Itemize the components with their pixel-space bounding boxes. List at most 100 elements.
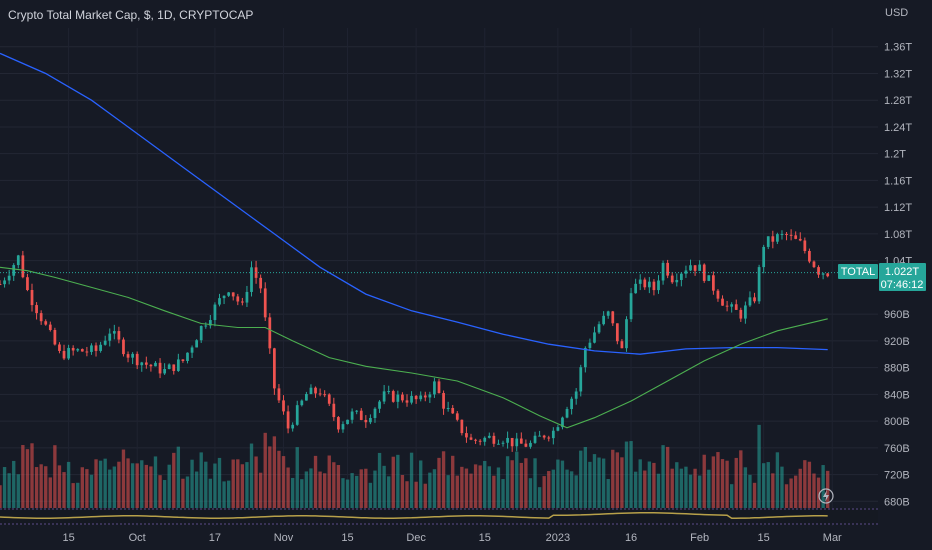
volume-bar xyxy=(162,480,167,508)
volume-bar xyxy=(323,473,327,508)
chart-title: Crypto Total Market Cap, $, 1D, CRYPTOCA… xyxy=(8,8,253,22)
volume-bar xyxy=(194,471,199,508)
candle-body xyxy=(451,408,455,414)
candle-series[interactable] xyxy=(0,229,830,452)
volume-bar xyxy=(98,460,103,508)
volume-bar xyxy=(158,475,162,508)
volume-bar xyxy=(716,452,720,508)
time-tick-label: 15 xyxy=(341,532,353,544)
candle-body xyxy=(158,362,162,374)
volume-bar xyxy=(533,458,537,508)
volume-bar xyxy=(140,460,144,508)
volume-bar xyxy=(336,465,341,508)
time-axis[interactable]: 15 Oct 17 Nov 15 Dec 15 2023 16 Feb 15 Mar xyxy=(62,532,842,544)
candle-body xyxy=(176,359,180,371)
volume-bar xyxy=(226,480,231,508)
time-tick-label: 15 xyxy=(479,532,491,544)
candle-body xyxy=(167,364,171,370)
candle-body xyxy=(798,238,802,241)
volume-bar xyxy=(332,462,336,508)
candle-body xyxy=(204,325,208,327)
volume-bar xyxy=(638,459,642,508)
candle-body xyxy=(58,344,61,351)
volume-bar xyxy=(341,478,345,508)
candle-body xyxy=(76,349,80,351)
candle-body xyxy=(583,347,587,368)
volume-bar xyxy=(144,464,149,508)
volume-bar xyxy=(85,469,89,508)
volume-bar xyxy=(153,456,158,508)
volume-bar xyxy=(364,468,368,508)
volume-bar xyxy=(798,468,802,508)
candle-body xyxy=(277,388,281,401)
price-axis[interactable]: 1.36T1.32T1.28T1.24T1.2T1.16T1.12T1.08T1… xyxy=(884,42,912,509)
volume-bar xyxy=(236,459,240,508)
candle-body xyxy=(35,305,38,314)
volume-bar xyxy=(725,460,729,508)
volume-bar xyxy=(775,452,780,508)
candle-body xyxy=(112,331,116,334)
volume-bar xyxy=(661,445,665,508)
volume-bar xyxy=(350,473,354,508)
price-tick-label: 960B xyxy=(884,309,910,321)
candle-body xyxy=(240,301,244,303)
candle-body xyxy=(826,273,830,277)
volume-bar xyxy=(483,460,487,508)
candle-body xyxy=(7,275,11,281)
volume-bar xyxy=(387,476,391,508)
volume-bar xyxy=(382,465,386,508)
candle-body xyxy=(789,234,793,236)
candle-body xyxy=(337,417,340,430)
volume-bar xyxy=(816,477,821,508)
volume-bar xyxy=(414,481,418,508)
candle-body xyxy=(666,262,670,276)
volume-bar xyxy=(547,471,551,508)
price-tick-label: 720B xyxy=(884,470,910,482)
volume-bar xyxy=(44,466,48,508)
volume-bar xyxy=(313,455,318,508)
candle-body xyxy=(332,403,336,418)
candle-body xyxy=(387,391,391,393)
lightning-icon[interactable] xyxy=(818,488,834,504)
candle-body xyxy=(245,291,249,303)
volume-bar xyxy=(665,446,670,508)
candle-body xyxy=(771,236,775,242)
volume-bar xyxy=(213,463,217,508)
volume-bar xyxy=(707,469,711,508)
candle-body xyxy=(16,255,20,266)
volume-bar xyxy=(62,472,66,508)
volume-bar xyxy=(611,449,615,508)
candle-body xyxy=(748,297,752,306)
candle-body xyxy=(85,351,89,353)
candle-body xyxy=(323,394,327,396)
price-tick-label: 840B xyxy=(884,389,910,401)
candle-body xyxy=(739,309,743,319)
candle-body xyxy=(144,362,148,365)
candle-body xyxy=(725,305,729,307)
price-tick-label: 1.16T xyxy=(884,175,912,187)
volume-bar xyxy=(108,469,112,508)
volume-bar xyxy=(446,475,450,508)
volume-bar xyxy=(222,481,226,508)
candle-body xyxy=(579,367,583,392)
candle-body xyxy=(465,433,468,438)
candle-body xyxy=(547,437,551,439)
candle-body xyxy=(570,398,573,410)
candle-body xyxy=(780,233,784,235)
candle-body xyxy=(44,321,48,325)
candle-body xyxy=(428,394,432,398)
candle-body xyxy=(295,405,299,425)
volume-bar xyxy=(528,478,533,508)
volume-bar xyxy=(16,474,20,508)
candle-body xyxy=(638,279,642,284)
volume-bar xyxy=(290,477,295,508)
volume-bar xyxy=(455,475,459,508)
time-tick-label: 15 xyxy=(62,532,74,544)
candle-body xyxy=(359,410,363,420)
volume-bar xyxy=(633,471,638,508)
volume-bar xyxy=(149,466,153,508)
candle-body xyxy=(455,413,459,420)
time-tick-label: 16 xyxy=(625,532,637,544)
price-tick-label: 1.32T xyxy=(884,68,912,80)
